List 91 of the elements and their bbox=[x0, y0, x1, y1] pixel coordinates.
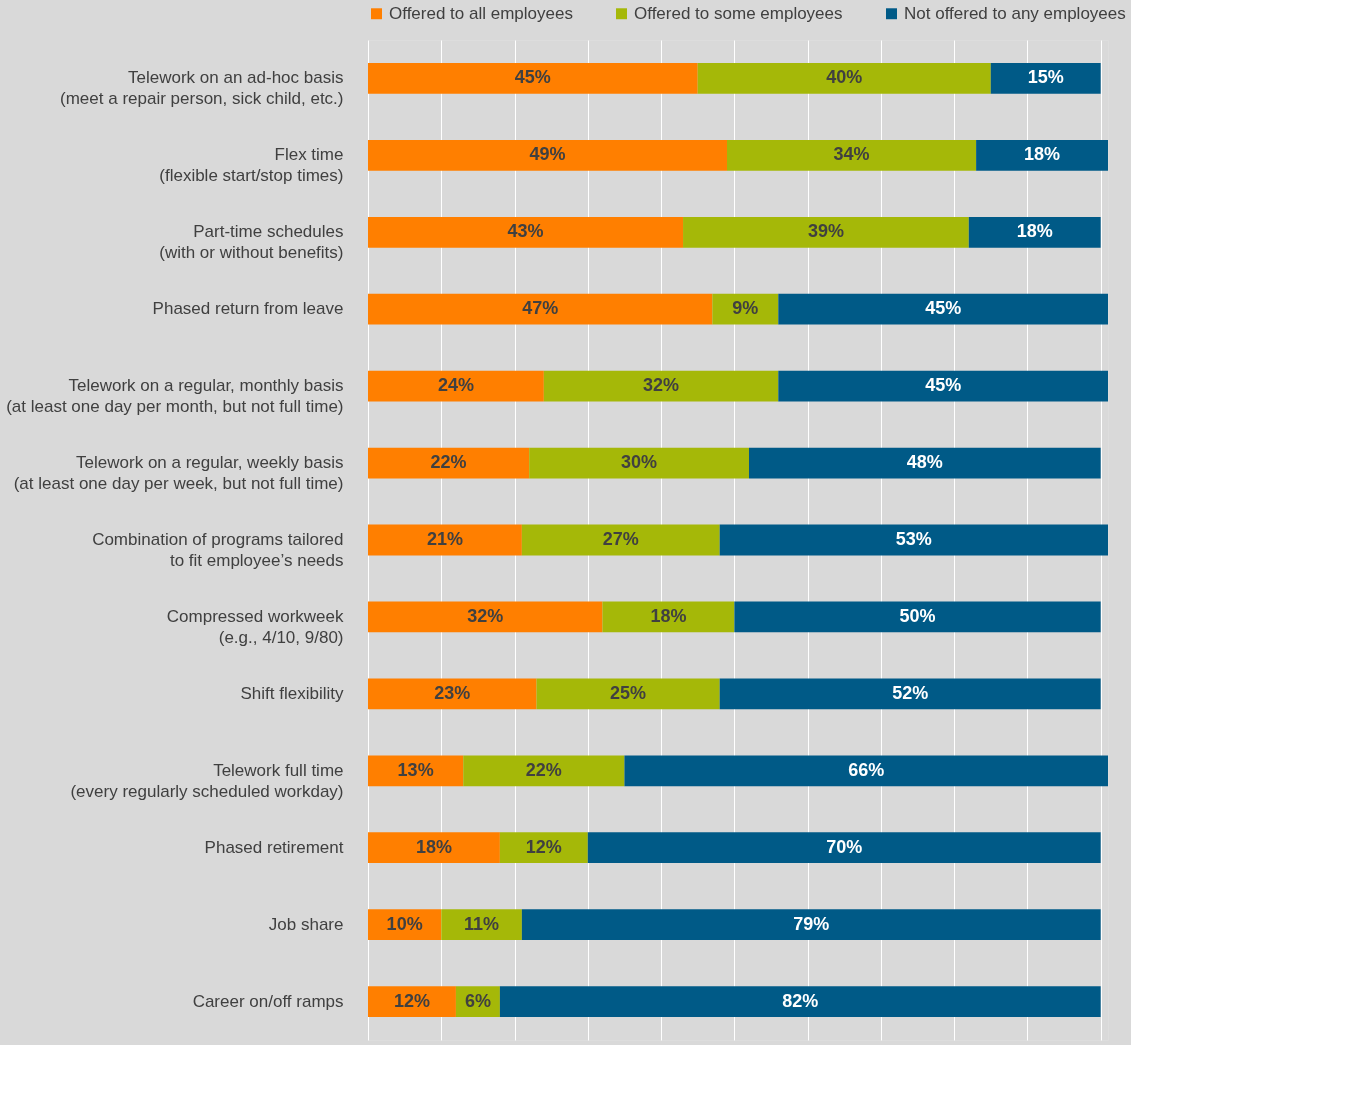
y-tick-label: Phased return from leave bbox=[152, 299, 344, 319]
y-tick-label: Job share bbox=[268, 914, 344, 934]
legend-label: Offered to some employees bbox=[634, 3, 843, 23]
bar bbox=[968, 216, 1101, 248]
bar bbox=[778, 370, 1108, 402]
data-label: 12% bbox=[525, 836, 562, 857]
data-label: 11% bbox=[464, 913, 500, 934]
data-label: 53% bbox=[895, 529, 932, 549]
bar bbox=[719, 678, 1101, 710]
data-label: 43% bbox=[507, 221, 544, 242]
data-label: 21% bbox=[426, 529, 463, 549]
y-tick-label: Combination of programs tailored to fit employee’s needs bbox=[92, 530, 344, 570]
bar bbox=[499, 986, 1101, 1017]
data-label: 50% bbox=[899, 605, 936, 626]
legend-label: Not offered to any employees bbox=[904, 3, 1126, 23]
data-label: 10% bbox=[386, 913, 423, 934]
legend-label: Offered to all employees bbox=[389, 3, 573, 23]
y-tick-label: Flex time (flexible start/stop times) bbox=[159, 145, 344, 186]
bar bbox=[368, 370, 544, 402]
data-label: 24% bbox=[437, 375, 474, 396]
data-label: 39% bbox=[807, 221, 844, 242]
bar bbox=[521, 524, 720, 556]
bar bbox=[697, 63, 991, 94]
bar bbox=[602, 601, 735, 633]
y-tick-label: Career on/off ramps bbox=[192, 991, 344, 1011]
bar bbox=[368, 678, 537, 710]
data-label: 18% bbox=[1024, 144, 1061, 165]
data-label: 66% bbox=[848, 759, 885, 780]
y-tick-label: Telework on a regular, weekly basis (at least one day per week, but not full time) bbox=[13, 453, 344, 494]
bar bbox=[368, 140, 728, 171]
data-label: 40% bbox=[826, 67, 863, 88]
data-label: 48% bbox=[906, 452, 943, 473]
data-label: 32% bbox=[643, 375, 680, 396]
data-label: 45% bbox=[925, 375, 962, 396]
data-label: 49% bbox=[529, 144, 566, 165]
bar bbox=[368, 63, 698, 94]
bar bbox=[976, 140, 1108, 171]
bar bbox=[499, 832, 588, 864]
bar bbox=[463, 755, 625, 787]
data-label: 79% bbox=[793, 913, 830, 934]
bar bbox=[368, 447, 530, 479]
data-label: 45% bbox=[925, 298, 962, 319]
y-tick-label: Telework full time (every regularly scheduled workday) bbox=[70, 760, 344, 801]
data-label: 25% bbox=[610, 682, 647, 703]
bar bbox=[778, 293, 1108, 325]
bar bbox=[368, 601, 603, 633]
data-label: 32% bbox=[467, 605, 504, 626]
data-label: 18% bbox=[650, 605, 687, 626]
data-label: 13% bbox=[397, 759, 434, 780]
bar bbox=[683, 216, 969, 248]
bar bbox=[368, 986, 456, 1017]
data-label: 18% bbox=[415, 836, 452, 857]
bar bbox=[368, 524, 522, 556]
bar bbox=[368, 832, 500, 864]
data-label: 18% bbox=[1016, 221, 1053, 242]
bar bbox=[441, 909, 522, 940]
data-label: 23% bbox=[434, 682, 471, 703]
data-label: 22% bbox=[525, 759, 562, 780]
bar bbox=[727, 140, 977, 171]
bar bbox=[368, 216, 684, 248]
y-tick-label: Telework on an ad-hoc basis (meet a repair person, sick child, etc.) bbox=[60, 68, 344, 109]
data-label: 27% bbox=[602, 529, 639, 549]
bar bbox=[529, 447, 749, 479]
bar bbox=[368, 293, 713, 325]
data-label: 52% bbox=[892, 682, 929, 703]
bar bbox=[624, 755, 1108, 787]
data-label: 12% bbox=[393, 990, 430, 1011]
bar bbox=[521, 909, 1101, 940]
bar bbox=[368, 755, 464, 787]
data-label: 30% bbox=[621, 452, 658, 473]
bar bbox=[543, 370, 779, 402]
bar bbox=[990, 63, 1101, 94]
bar bbox=[719, 524, 1108, 556]
data-label: 15% bbox=[1027, 67, 1064, 88]
data-label: 9% bbox=[732, 298, 759, 319]
y-tick-label: Compressed workweek (e.g., 4/10, 9/80) bbox=[166, 606, 344, 647]
data-label: 70% bbox=[826, 836, 863, 857]
bar bbox=[734, 601, 1101, 633]
y-tick-label: Part-time schedules (with or without benefits) bbox=[159, 222, 344, 263]
bar bbox=[748, 447, 1101, 479]
data-label: 22% bbox=[430, 452, 467, 473]
y-tick-label: Telework on a regular, monthly basis (at least one day per month, but not full time) bbox=[6, 376, 344, 417]
data-label: 6% bbox=[464, 990, 491, 1011]
bar bbox=[587, 832, 1101, 864]
data-label: 82% bbox=[782, 990, 819, 1011]
data-label: 45% bbox=[514, 67, 551, 88]
bar bbox=[536, 678, 720, 710]
data-label: 34% bbox=[833, 144, 870, 165]
data-label: 47% bbox=[522, 298, 559, 319]
y-tick-label: Phased retirement bbox=[204, 837, 344, 857]
y-tick-label: Shift flexibility bbox=[240, 683, 344, 703]
